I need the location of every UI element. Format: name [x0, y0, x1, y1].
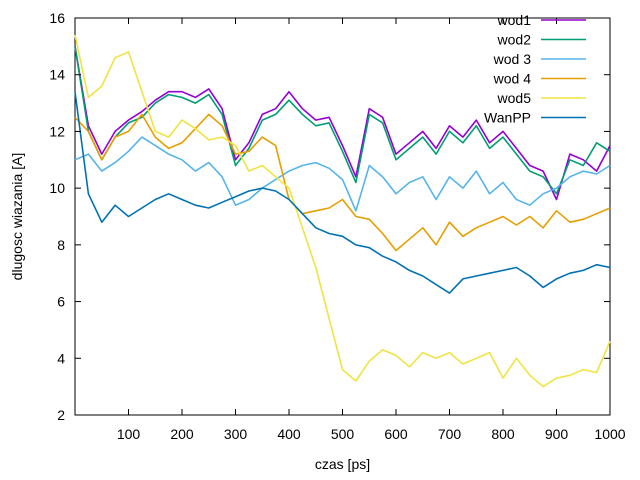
y-tick-label: 12 — [49, 123, 65, 139]
x-tick-label: 1000 — [594, 426, 625, 442]
series-layer — [74, 34, 611, 388]
legend-label-1: wod1 — [497, 12, 532, 28]
y-tick-label: 14 — [49, 67, 65, 83]
legend-label-6: WanPP — [484, 110, 531, 126]
x-axis: 100 200 300 400 500 600 700 800 900 1000 — [117, 18, 626, 442]
x-tick-label: 500 — [331, 426, 355, 442]
series-line-4 — [74, 113, 611, 252]
y-axis-label: dlugosc wiazania [A] — [9, 153, 25, 281]
x-tick-label: 900 — [545, 426, 569, 442]
series-line-1 — [74, 46, 611, 201]
series-line-5 — [74, 34, 611, 388]
y-tick-label: 4 — [57, 350, 65, 366]
y-tick-label: 8 — [57, 237, 65, 253]
x-tick-label: 300 — [224, 426, 248, 442]
x-tick-label: 800 — [491, 426, 515, 442]
legend-label-3: wod 3 — [493, 51, 532, 67]
y-tick-label: 16 — [49, 10, 65, 26]
x-tick-label: 200 — [170, 426, 194, 442]
y-tick-label: 2 — [57, 407, 65, 423]
series-line-2 — [74, 46, 611, 195]
y-axis: 2 4 6 8 10 12 14 16 — [49, 10, 610, 423]
x-tick-label: 700 — [438, 426, 462, 442]
x-tick-label: 600 — [384, 426, 408, 442]
legend-label-2: wod2 — [497, 32, 532, 48]
y-tick-label: 10 — [49, 180, 65, 196]
legend-label-5: wod5 — [497, 90, 532, 106]
legend-label-4: wod 4 — [493, 71, 532, 87]
legend: wod1 wod2 wod 3 wod 4 wod5 WanPP — [484, 12, 586, 126]
series-line-6 — [74, 91, 611, 294]
x-tick-label: 400 — [277, 426, 301, 442]
x-axis-label: czas [ps] — [315, 456, 370, 472]
series-line-3 — [74, 136, 611, 212]
x-tick-label: 100 — [117, 426, 141, 442]
y-tick-label: 6 — [57, 294, 65, 310]
